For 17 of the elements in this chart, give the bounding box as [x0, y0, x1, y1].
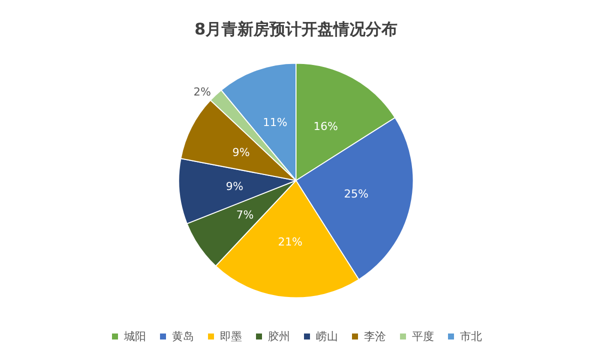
legend-label: 崂山	[316, 330, 338, 343]
data-label: 2%	[194, 86, 211, 99]
legend-label: 李沧	[364, 330, 386, 343]
data-label: 21%	[278, 235, 302, 248]
data-label: 7%	[236, 208, 254, 222]
data-label: 9%	[232, 146, 250, 160]
data-label: 16%	[313, 120, 338, 133]
data-label: 9%	[226, 180, 244, 193]
data-label: 25%	[344, 187, 368, 200]
chart-title: 8月青新房预计开盘情况分布	[194, 20, 398, 38]
legend-label: 市北	[460, 330, 482, 343]
legend-label: 平度	[412, 330, 434, 343]
legend-label: 城阳	[123, 330, 146, 343]
legend-label: 即墨	[220, 330, 242, 343]
data-label: 11%	[262, 116, 288, 129]
legend-label: 黄岛	[172, 330, 194, 343]
legend-label: 胶州	[268, 330, 290, 343]
